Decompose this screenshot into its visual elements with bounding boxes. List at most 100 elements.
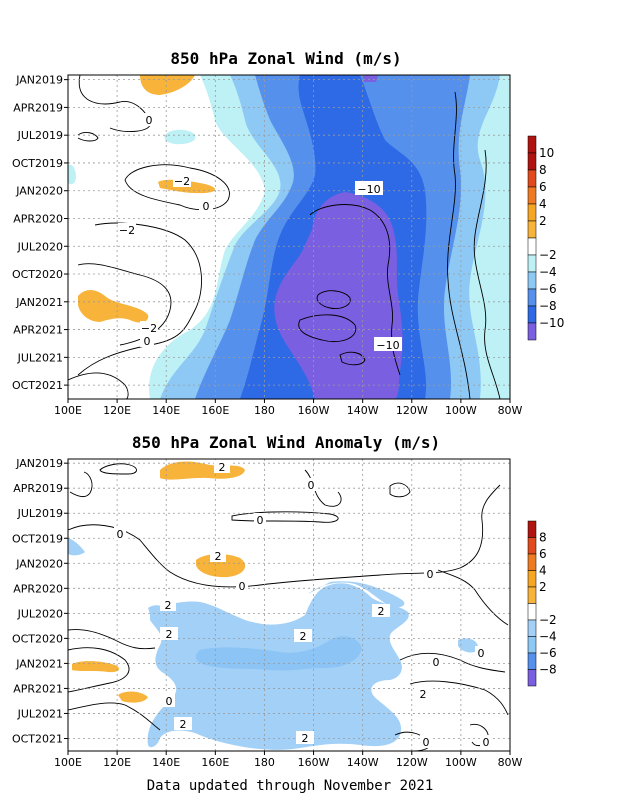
y-tick-label: APR2021 <box>13 682 63 695</box>
x-tick-label: 140W <box>347 756 379 769</box>
colorbar-swatch <box>527 619 537 637</box>
chart2-clabel: 0 <box>483 736 490 749</box>
colorbar-label: −4 <box>539 265 557 279</box>
chart1-region-neg10 <box>274 192 403 399</box>
colorbar-label: 8 <box>539 531 547 545</box>
colorbar-swatch <box>527 305 537 324</box>
footer-text: Data updated through November 2021 <box>147 778 434 794</box>
colorbar-swatch <box>527 186 537 205</box>
colorbar-swatch <box>527 570 537 588</box>
chart1-contour-0-b <box>124 164 230 211</box>
y-tick-label: OCT2019 <box>12 157 63 170</box>
colorbar-label: 6 <box>539 180 547 194</box>
y-tick-label: OCT2021 <box>12 379 63 392</box>
colorbar-swatch <box>527 169 537 188</box>
chart2-contour-g <box>437 569 509 626</box>
chart2-clabel: 2 <box>180 718 187 731</box>
x-tick-label: 100W <box>445 404 477 417</box>
chart1-clabel: −2 <box>119 224 135 237</box>
colorbar-swatch <box>527 553 537 571</box>
colorbar-swatch <box>527 652 537 670</box>
y-tick-label: JAN2019 <box>15 457 63 470</box>
chart2-clabel: 2 <box>215 550 222 563</box>
chart2-clabel: 0 <box>117 528 124 541</box>
y-tick-label: APR2020 <box>13 212 63 225</box>
chart1-clabel: −2 <box>141 322 157 335</box>
y-tick-label: JUL2021 <box>17 351 63 364</box>
colorbar-swatch <box>527 537 537 555</box>
chart2-contour-h <box>68 629 156 650</box>
x-tick-label: 140W <box>347 404 379 417</box>
chart1-contour-labels: 0 −2 0 −2 −10 −2 0 −10 <box>118 113 402 352</box>
chart2-clabel: 0 <box>166 695 173 708</box>
colorbar-swatch <box>527 288 537 307</box>
colorbar-swatch <box>527 603 537 621</box>
chart2-contour-f <box>68 484 501 588</box>
y-tick-label: JUL2020 <box>17 607 63 620</box>
y-tick-label: JAN2021 <box>15 296 63 309</box>
x-tick-label: 100W <box>445 756 477 769</box>
y-tick-label: OCT2021 <box>12 732 63 745</box>
chart2-clabel: 2 <box>166 628 173 641</box>
chart2-contour-k <box>409 680 509 716</box>
chart2-contour-l <box>68 702 161 731</box>
chart2-clabel: 2 <box>219 461 226 474</box>
x-tick-label: 160W <box>298 756 330 769</box>
x-tick-label: 180 <box>254 404 275 417</box>
chart2-clabel: 0 <box>257 514 264 527</box>
chart2-clabel: 2 <box>420 688 427 701</box>
chart2-region-neg-left-edge <box>68 538 85 556</box>
chart2-clabel: 2 <box>300 630 307 643</box>
chart2-y-axis: JAN2019 APR2019 JUL2019 OCT2019 JAN2020 APR20… <box>12 457 68 745</box>
chart2-contour-b <box>69 471 93 497</box>
chart2-clabel: 0 <box>308 479 315 492</box>
chart1-gridlines <box>68 75 510 399</box>
colorbar-swatch <box>527 271 537 290</box>
chart1-contour-inner-d <box>339 351 366 366</box>
chart2-clabel: 2 <box>165 599 172 612</box>
chart2-contour-a <box>99 463 137 475</box>
y-tick-label: APR2019 <box>13 482 63 495</box>
x-tick-label: 160W <box>298 404 330 417</box>
chart2-contour-i <box>68 647 130 693</box>
colorbar-swatch <box>527 220 537 239</box>
chart1-clabel: −10 <box>376 339 399 352</box>
chart1-contour-0-a <box>77 131 99 142</box>
y-tick-label: JUL2020 <box>17 240 63 253</box>
colorbar-swatch <box>527 669 537 687</box>
y-tick-label: JAN2020 <box>15 185 63 198</box>
chart2-region-neg-right-small <box>458 638 479 653</box>
colorbar-swatch <box>527 586 537 604</box>
chart1-contour-inner-b <box>316 290 351 309</box>
colorbar-swatch <box>527 254 537 273</box>
y-tick-label: JAN2019 <box>15 74 63 87</box>
chart2-region-neg-core <box>195 636 362 671</box>
chart1-region-pos-left <box>78 290 149 323</box>
chart2-clabel: 2 <box>378 605 385 618</box>
colorbar-label: −4 <box>539 630 557 644</box>
colorbar-label: −6 <box>539 282 557 296</box>
chart2-clabel: 0 <box>239 580 246 593</box>
x-tick-label: 140E <box>152 404 180 417</box>
chart2-clabel: 0 <box>423 736 430 749</box>
chart1-y-axis: JAN2019 APR2019 JUL2019 OCT2019 JAN2020 APR20… <box>12 74 68 392</box>
y-tick-label: OCT2020 <box>12 268 63 281</box>
chart1-title: 850 hPa Zonal Wind (m/s) <box>170 49 401 68</box>
x-tick-label: 100E <box>54 756 82 769</box>
chart1-colorbar: 10 8 6 4 2 −2 −4 −6 −8 −10 <box>527 135 564 341</box>
x-tick-label: 120W <box>396 756 428 769</box>
y-tick-label: APR2020 <box>13 582 63 595</box>
y-tick-label: JUL2019 <box>17 129 63 142</box>
chart2-title: 850 hPa Zonal Wind Anomaly (m/s) <box>132 433 440 452</box>
chart2-x-axis: 100E 120E 140E 160E 180 160W 140W 120W 100W 80W <box>54 751 523 769</box>
colorbar-swatch <box>527 237 537 256</box>
chart2-region-pos-mid <box>196 554 246 578</box>
colorbar-label: −2 <box>539 613 557 627</box>
colorbar-label: −8 <box>539 663 557 677</box>
y-tick-label: JAN2020 <box>15 557 63 570</box>
x-tick-label: 180 <box>254 756 275 769</box>
chart2-clabel: 2 <box>302 732 309 745</box>
y-tick-label: JUL2021 <box>17 707 63 720</box>
chart2-frame <box>67 458 511 752</box>
x-tick-label: 100E <box>54 404 82 417</box>
